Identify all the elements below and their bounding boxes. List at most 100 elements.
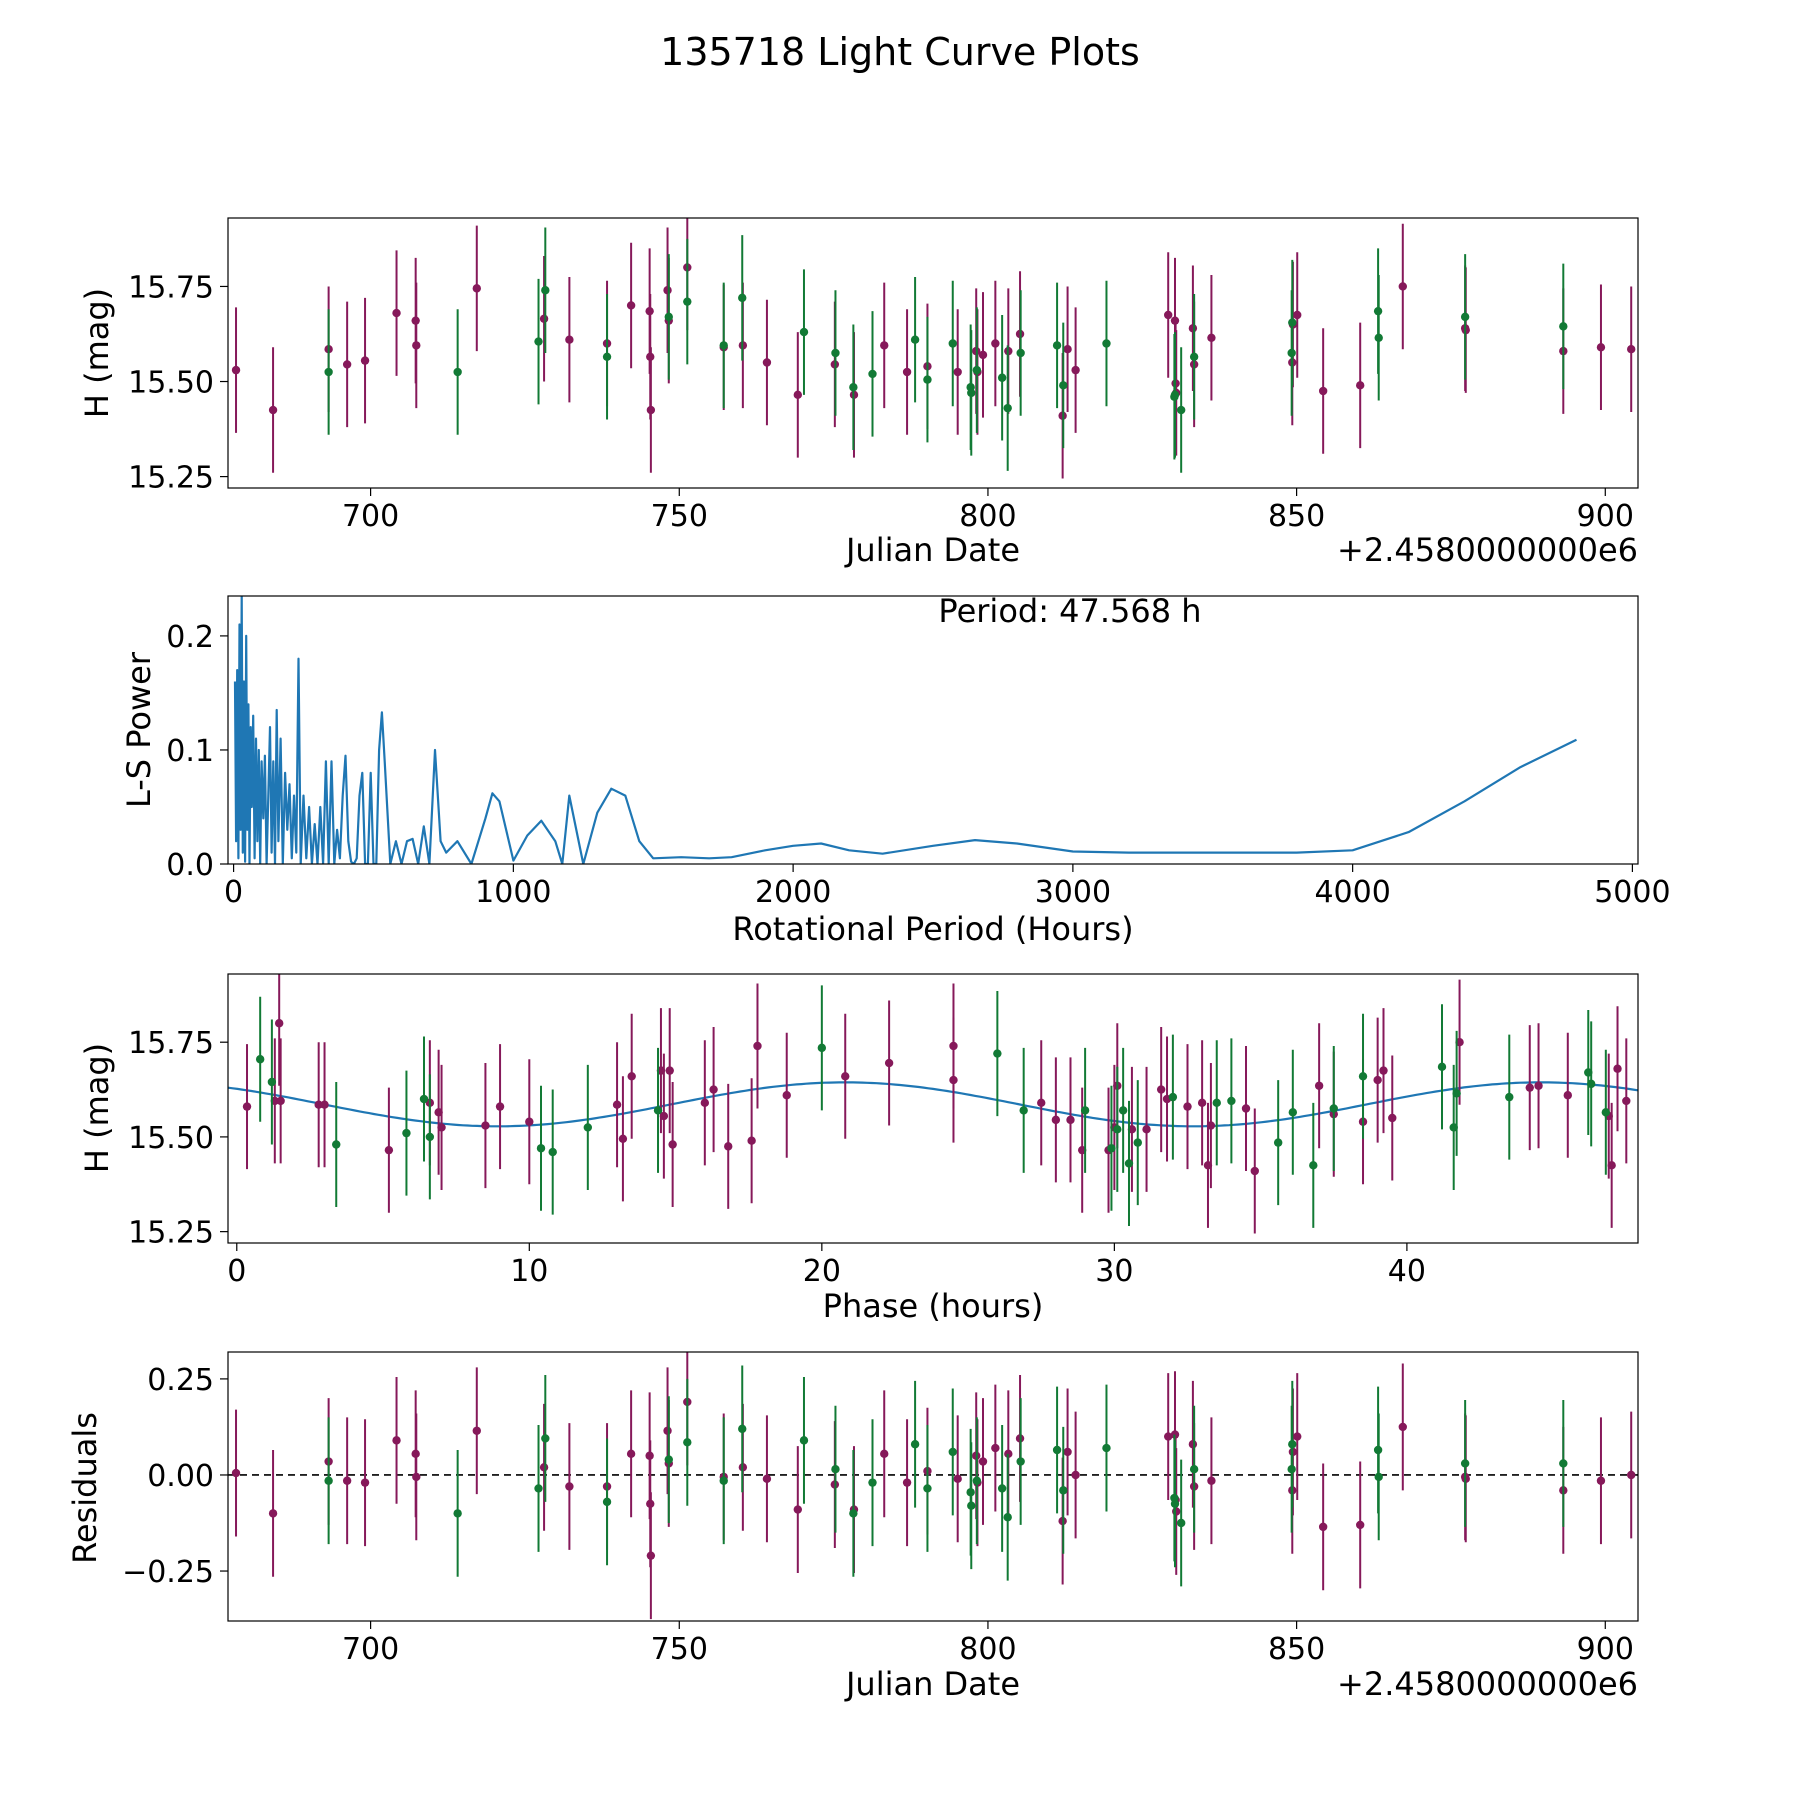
phase-data-point: [1388, 1113, 1397, 1123]
residuals-offset-label: +2.4580000000e6: [1337, 1665, 1638, 1703]
phase-data-point: [1314, 1081, 1324, 1090]
lightcurve-series-b-group: [324, 227, 1568, 473]
lightcurve-plot-area: [231, 218, 1636, 479]
lightcurve-data-point: [1189, 352, 1199, 362]
residuals-data-point: [1288, 1440, 1297, 1449]
lightcurve-data-point: [453, 367, 462, 377]
periodogram-frame: [227, 595, 1639, 865]
phase-data-point: [1379, 1066, 1388, 1075]
periodogram-ylabel: L-S Power: [120, 651, 158, 808]
lightcurve-data-point: [972, 365, 982, 375]
phase-data-point: [425, 1132, 435, 1142]
residuals-data-point: [1176, 1518, 1186, 1528]
lightcurve-data-point: [1627, 344, 1636, 354]
phase-data-point: [525, 1117, 534, 1126]
phase-data-point: [1168, 1092, 1178, 1102]
periodogram-power-line: [233, 596, 1577, 864]
lightcurve-data-point: [412, 341, 421, 350]
residuals-data-point: [1374, 1472, 1383, 1482]
residuals-xtick-label: 700: [342, 1632, 399, 1667]
lightcurve-data-point: [565, 335, 574, 344]
phase-data-point: [884, 1058, 894, 1068]
residuals-data-point: [1016, 1457, 1025, 1466]
residuals-data-point: [1164, 1432, 1173, 1441]
residuals-data-point: [392, 1436, 401, 1445]
phase-data-point: [1586, 1079, 1596, 1089]
phase-data-point: [1142, 1125, 1151, 1134]
phase-data-point: [1066, 1115, 1075, 1125]
phase-data-point: [993, 1049, 1002, 1058]
residuals-data-point: [324, 1476, 333, 1485]
lightcurve-data-point: [1460, 312, 1470, 322]
residuals-data-point: [1318, 1522, 1328, 1532]
lightcurve-data-point: [646, 405, 656, 415]
residuals-data-point: [1207, 1476, 1216, 1485]
residuals-data-point: [268, 1509, 278, 1518]
lightcurve-data-point: [997, 373, 1007, 382]
phase-data-point: [1212, 1098, 1221, 1108]
lightcurve-data-point: [1063, 344, 1072, 354]
phase-data-point: [1037, 1098, 1046, 1108]
residuals-data-point: [360, 1478, 370, 1487]
lightcurve-data-point: [1398, 282, 1407, 291]
lightcurve-data-point: [539, 314, 549, 323]
phase-data-point: [653, 1106, 663, 1115]
residuals-data-point: [626, 1449, 636, 1459]
phase-data-point: [665, 1066, 674, 1075]
phase-xtick-label: 10: [510, 1254, 548, 1289]
phase-data-point: [1133, 1138, 1142, 1147]
lightcurve-data-point: [534, 337, 543, 346]
lightcurve-data-point: [1374, 333, 1383, 342]
lightcurve-offset-label: +2.4580000000e6: [1337, 531, 1638, 569]
lightcurve-data-point: [1170, 390, 1180, 400]
residuals-ytick-label: 0.00: [147, 1459, 214, 1494]
residuals-data-point: [1189, 1465, 1199, 1474]
residuals-ytick-label: 0.25: [147, 1363, 214, 1398]
phase-series-b-group: [255, 985, 1611, 1228]
periodogram-ticks: 0 1000 2000 3000 4000 5000 0.0 0.1 0.2: [166, 620, 1670, 910]
residuals-data-point: [1355, 1520, 1365, 1530]
lightcurve-data-point: [1355, 381, 1365, 390]
phase-data-point: [817, 1043, 827, 1053]
phase-data-point: [1437, 1062, 1447, 1072]
lightcurve-data-point: [880, 341, 889, 350]
phase-data-point: [753, 1041, 762, 1051]
phase-data-point: [949, 1075, 958, 1085]
residuals-plot-area: [228, 1352, 1638, 1620]
residuals-data-point: [997, 1484, 1007, 1493]
phase-data-point: [612, 1100, 622, 1109]
lightcurve-data-point: [1170, 316, 1180, 325]
lightcurve-ylabel: H (mag): [78, 288, 116, 418]
phase-data-point: [1288, 1108, 1298, 1117]
phase-data-point: [1250, 1166, 1259, 1176]
periodogram-panel: 0 1000 2000 3000 4000 5000 0.0 0.1 0.2 Period: 4…: [120, 592, 1671, 948]
lightcurve-data-point: [1052, 341, 1062, 350]
phase-data-point: [1563, 1091, 1572, 1100]
lightcurve-data-point: [967, 388, 976, 398]
phase-data-point: [618, 1134, 628, 1144]
periodogram-xtick-label: 2000: [755, 875, 831, 910]
lightcurve-data-point: [923, 375, 932, 384]
phase-xtick-label: 30: [1095, 1254, 1133, 1289]
residuals-data-point: [1170, 1499, 1180, 1508]
periodogram-xtick-label: 3000: [1035, 875, 1111, 910]
residuals-data-point: [967, 1501, 976, 1510]
residuals-ytick-label: −0.25: [122, 1555, 214, 1590]
lightcurve-data-point: [541, 286, 550, 295]
residuals-data-point: [534, 1484, 543, 1493]
phase-data-point: [1309, 1161, 1318, 1170]
lightcurve-xtick-label: 900: [1577, 499, 1634, 534]
phase-data-point: [1197, 1098, 1207, 1108]
phase-data-point: [1505, 1092, 1514, 1102]
periodogram-ytick-label: 0.2: [166, 620, 214, 655]
phase-data-point: [1107, 1144, 1116, 1153]
lightcurve-data-point: [978, 350, 988, 360]
periodogram-annotation: Period: 47.568 h: [938, 592, 1201, 630]
residuals-data-point: [541, 1434, 550, 1443]
phase-data-point: [332, 1140, 341, 1149]
residuals-data-point: [1596, 1476, 1606, 1485]
residuals-data-point: [342, 1476, 352, 1485]
phase-xtick-label: 0: [227, 1254, 246, 1289]
phase-data-point: [1607, 1161, 1616, 1170]
phase-data-point: [419, 1094, 429, 1104]
